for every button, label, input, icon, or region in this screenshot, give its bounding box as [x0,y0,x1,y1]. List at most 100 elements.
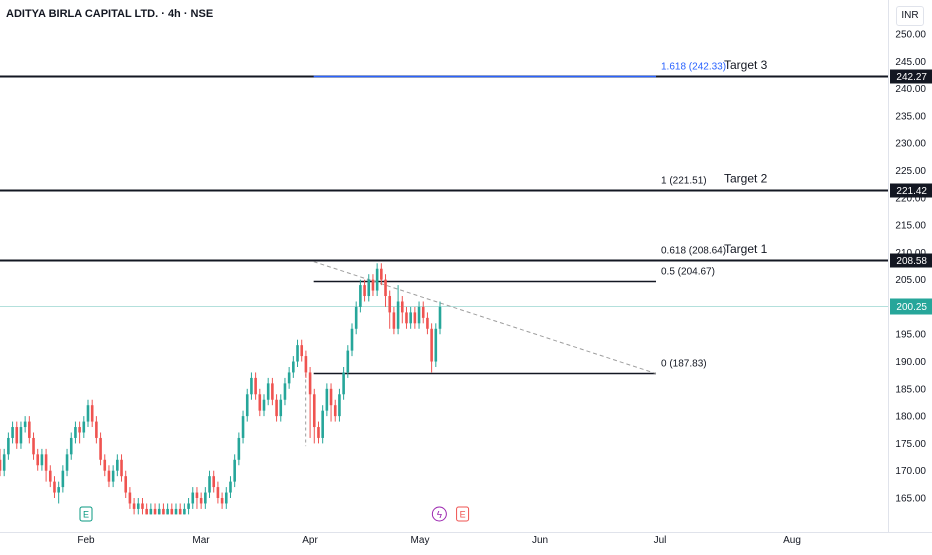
candle-body [400,301,404,313]
candle-body [23,421,27,428]
candle-body [354,306,358,329]
candle-body [65,454,69,471]
candle-body [132,503,136,509]
price-axis-bg [888,0,932,550]
candle-body [237,437,241,460]
candle-body [287,372,291,384]
candle-body [40,454,44,466]
candle-body [359,285,362,307]
candle-body [166,508,169,515]
candle-body [388,296,392,313]
fib-level-label: 0.5 (204.67) [661,267,715,278]
time-tick-label: Apr [302,535,318,546]
time-tick-label: Feb [77,535,95,546]
candle-body [149,508,153,515]
time-tick-label: Aug [783,535,801,546]
candle-body [212,476,216,488]
candle-body [271,383,274,400]
symbol-title: ADITYA BIRLA CAPITAL LTD. · 4h · NSE [6,8,214,20]
price-tick-label: 250.00 [895,30,926,41]
time-tick-label: Jul [654,535,667,546]
candle-body [86,405,90,422]
candle-body [312,394,316,428]
candle-body [254,377,257,395]
candle-body [371,279,375,291]
candle-body [321,410,324,438]
price-tick-label: 240.00 [895,84,926,95]
candle-body [333,405,337,417]
candle-body [74,427,77,438]
price-tick-label: 220.00 [895,193,926,204]
candle-body [19,427,23,444]
candle-body [283,383,287,400]
fib-levels: 1.618 (242.33) 1 (221.51) 0.618 (208.64) 0.… [313,58,768,375]
candle-body [241,416,245,438]
candle-body [405,312,408,324]
candle-body [350,328,354,351]
candle-body [157,508,161,515]
candle-body [82,421,86,433]
candle-body [116,459,119,471]
candle-body [220,498,224,504]
candle-body [141,503,144,509]
candle-body [426,317,429,329]
candle-body [325,388,329,411]
candle-body [136,503,140,509]
current-price-label: 200.25 [896,302,927,313]
time-tick-label: Mar [192,535,210,546]
candle-body [153,508,157,515]
descending-trendline [313,261,657,375]
candle-body [342,372,345,395]
earnings-icon-glyph: E [460,510,466,520]
candle-body [367,279,371,297]
price-tick-label: 170.00 [895,466,926,477]
candle-body [317,427,320,438]
candle-body [396,301,400,329]
candle-body [413,312,417,324]
candle-body [258,394,262,411]
candle-body [375,268,379,291]
target-label: Target 2 [724,172,768,186]
fib-level-label: 1.618 (242.33) [661,62,726,73]
level-price-badge [890,69,932,84]
price-tick-label: 230.00 [895,139,926,150]
candle-body [57,487,60,493]
candle-body [208,476,211,493]
trendline-layer [305,261,657,447]
candle-body [128,492,132,504]
fib-level-label: 0.618 (208.64) [661,246,726,257]
price-tick-label: 215.00 [895,221,926,232]
time-tick-label: May [411,535,430,546]
level-price-badge [890,253,932,268]
candle-body [95,421,98,438]
candle-body [170,508,174,515]
candle-body [99,437,102,460]
candle-body [90,405,94,422]
candle-body [7,437,10,455]
candle-body [191,492,195,504]
candle-body [296,345,299,362]
candle-body [0,459,2,471]
currency-button[interactable]: INR [896,6,924,26]
candle-body [250,377,253,395]
earnings-icon-glyph: E [83,510,89,520]
time-tick-label: Jun [532,535,548,546]
candle-body [363,285,366,297]
candle-body [279,399,283,417]
price-tick-label: 185.00 [895,384,926,395]
candle-body [308,372,312,395]
candle-body [300,345,304,357]
candle-body [178,508,182,515]
price-tick-label: 205.00 [895,275,926,286]
candle-body [145,508,148,515]
candle-body [107,470,111,482]
candle-body [103,459,107,471]
candle-body [53,481,56,493]
candle-body [216,487,220,498]
candle-body [61,470,65,488]
candle-body [304,356,308,373]
candle-body [199,498,203,504]
candle-body [187,503,190,509]
